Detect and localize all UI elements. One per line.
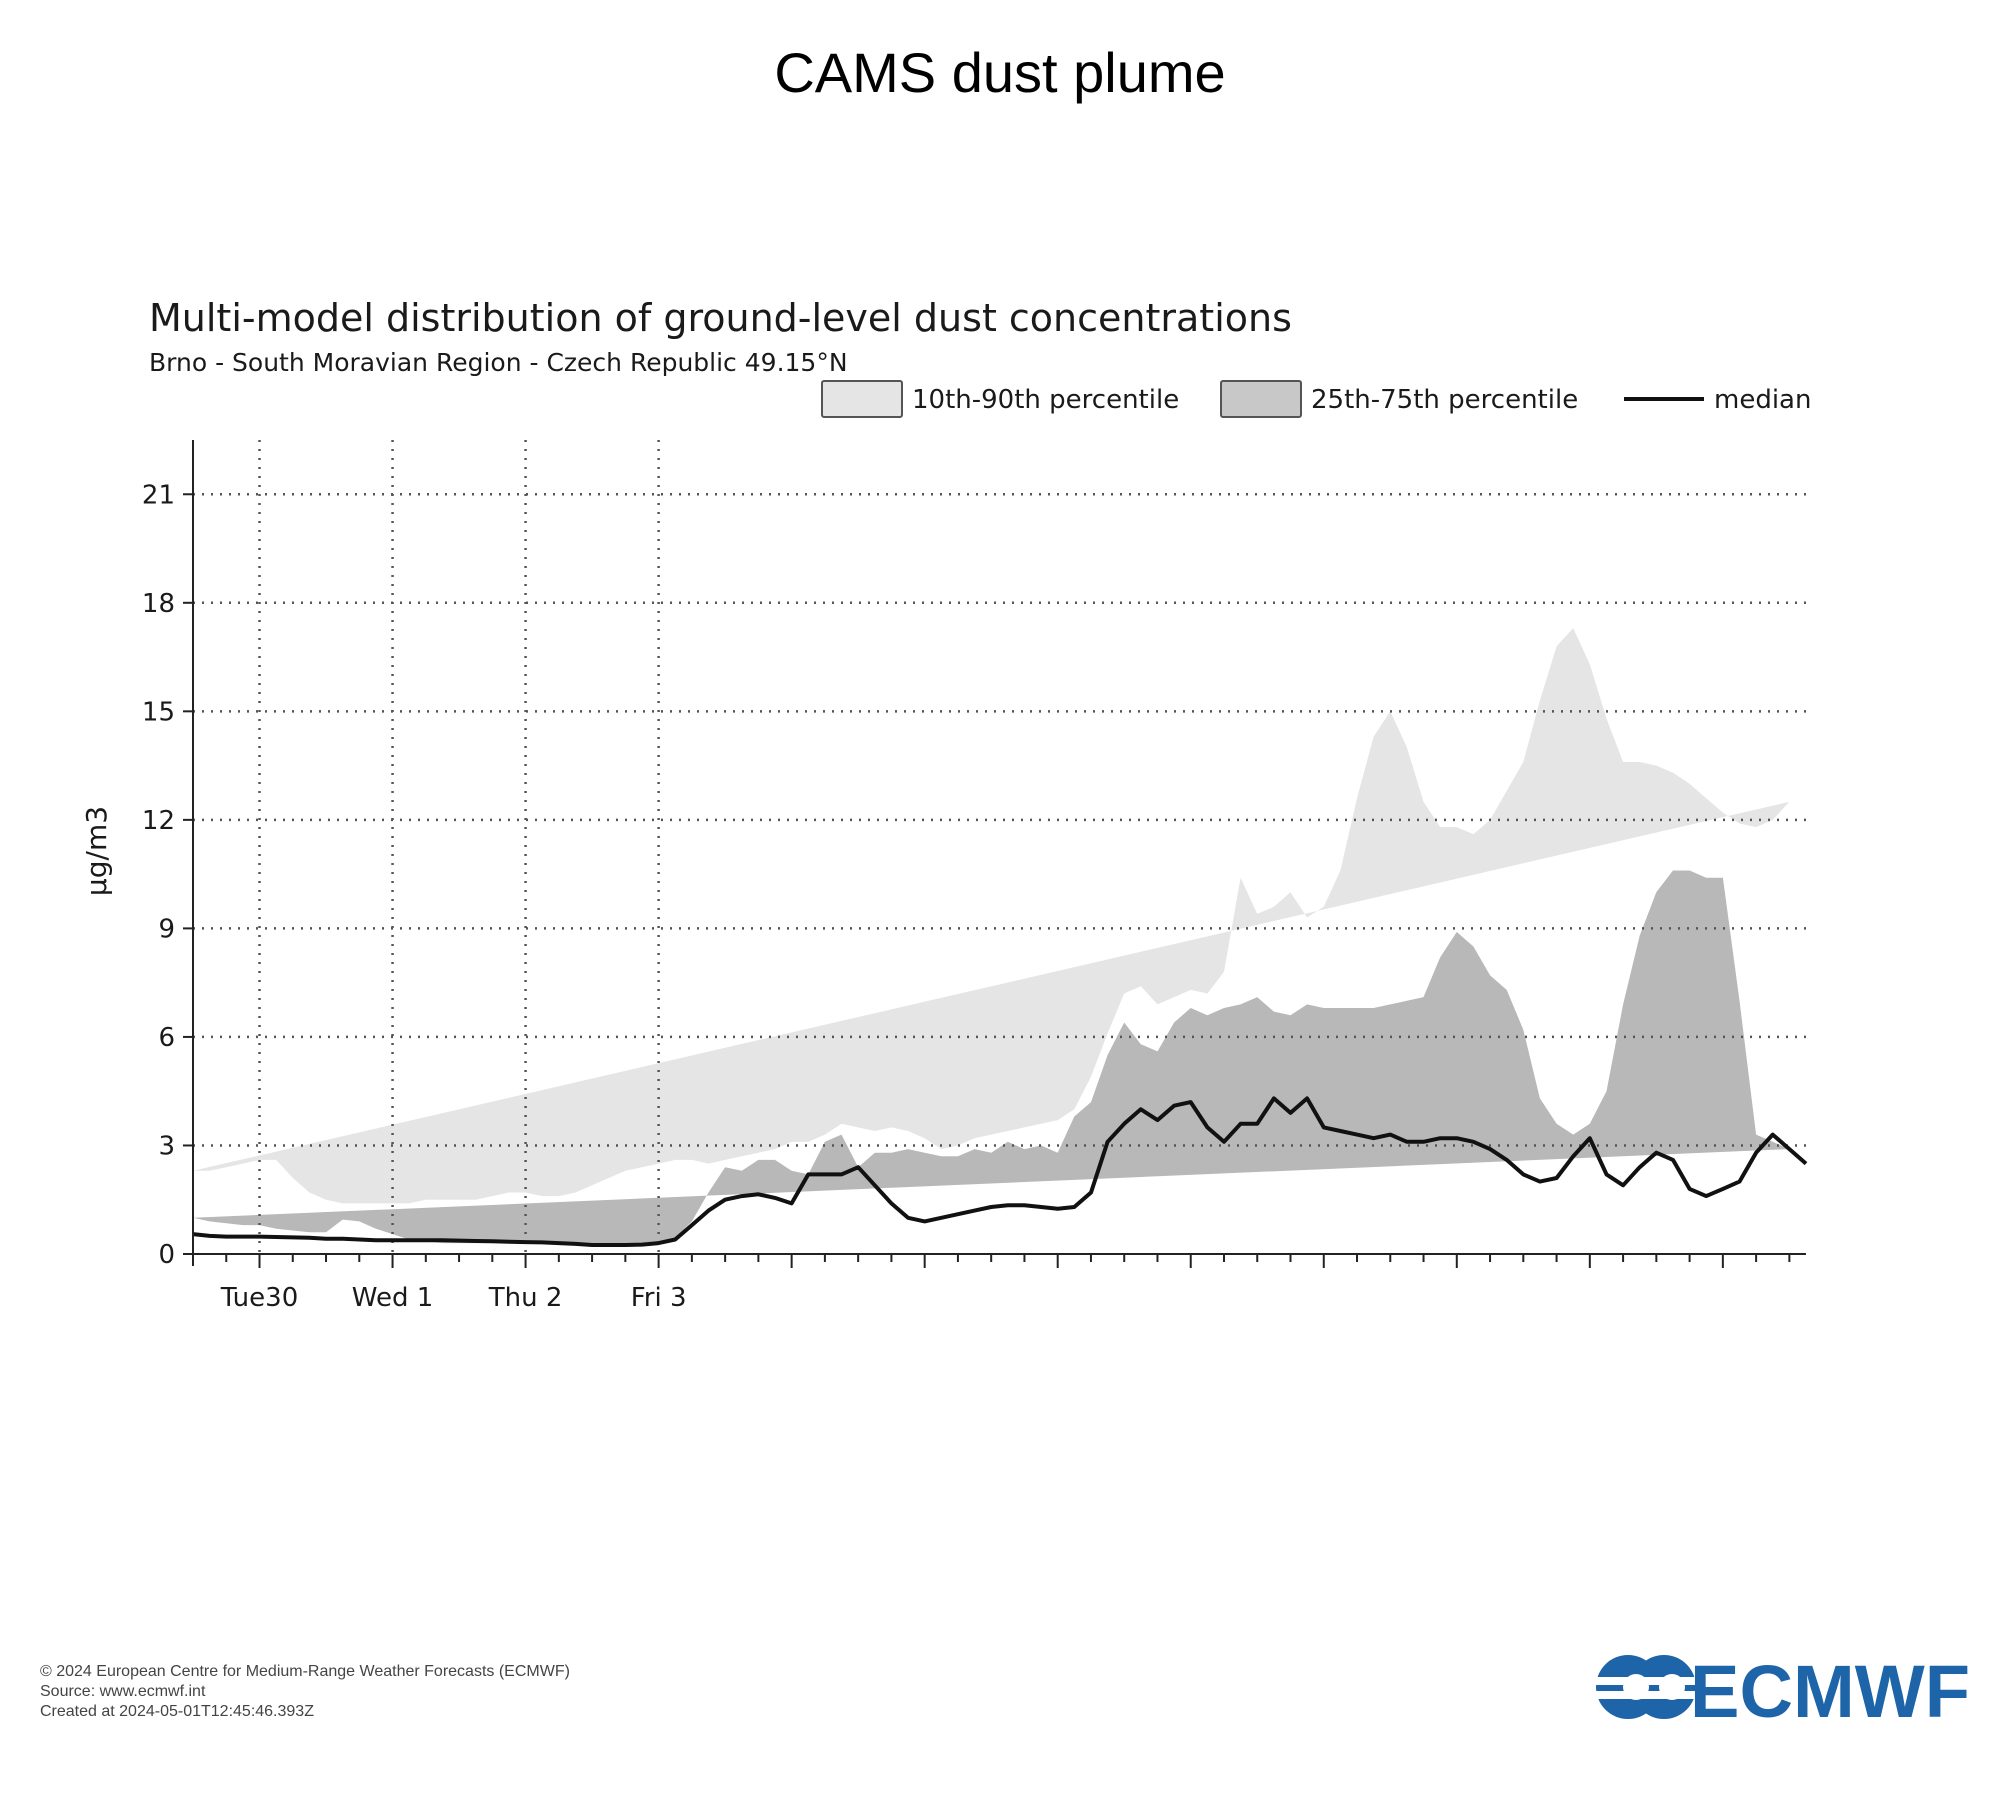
y-tick-label: 15 [142,697,175,727]
x-tick-label: Thu 2 [488,1283,563,1313]
chart-title: Multi-model distribution of ground-level… [149,296,1292,340]
x-tick-label: Fri 3 [631,1283,687,1313]
median-line [192,1096,1808,1247]
y-tick-label: 3 [158,1131,175,1161]
legend-label-median: median [1714,385,1811,415]
band-25th-75th-percentile [193,870,1790,1245]
y-tick-label: 9 [158,914,175,944]
legend-label-p25-75: 25th-75th percentile [1311,385,1578,415]
band-10th-90th-percentile [193,628,1790,1204]
footer: © 2024 European Centre for Medium-Range … [40,1662,570,1722]
chart-legend: 10th-90th percentile 25th-75th percentil… [821,380,1811,418]
x-tick-label: Tue30 [220,1283,299,1313]
ecmwf-logo: ECMWF [1590,1655,1970,1733]
y-tick-label: 6 [158,1023,175,1053]
copyright-text: © 2024 European Centre for Medium-Range … [40,1663,570,1680]
x-tick-label: Wed 1 [352,1283,434,1313]
y-axis-label: µg/m3 [80,806,113,896]
legend-swatch-p25-75 [1220,380,1302,418]
chart-subtitle: Brno - South Moravian Region - Czech Rep… [149,348,848,377]
legend-label-p10-90: 10th-90th percentile [912,385,1179,415]
y-tick-label: 12 [142,806,175,836]
y-tick-label: 21 [142,480,175,510]
y-tick-label: 0 [158,1240,175,1270]
ecmwf-logo-mark [1590,1655,1702,1719]
created-timestamp: Created at 2024-05-01T12:45:46.393Z [40,1703,314,1720]
legend-swatch-p10-90 [821,380,903,418]
source-text: Source: www.ecmwf.int [40,1683,206,1700]
page-title: CAMS dust plume [774,41,1226,104]
ecmwf-logo-text: ECMWF [1690,1655,1970,1733]
y-tick-label: 18 [142,589,175,619]
dust-concentration-chart: 10th-90th percentile 25th-75th percentil… [80,380,1811,1313]
